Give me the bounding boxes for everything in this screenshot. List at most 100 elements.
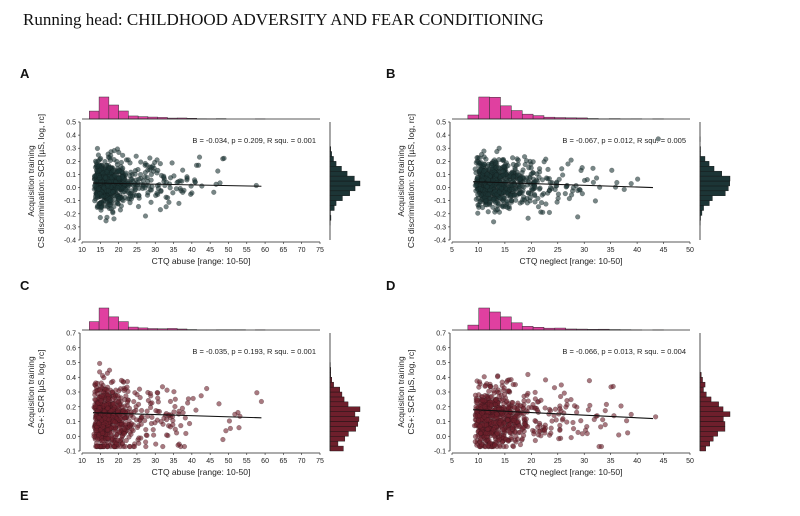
x-tick-label: 25: [554, 458, 562, 465]
x-tick-label: 15: [501, 247, 509, 254]
x-histogram-bar: [532, 327, 545, 331]
data-point: [611, 413, 617, 419]
x-tick-label: 20: [115, 247, 123, 254]
data-point: [121, 388, 127, 394]
data-point: [526, 190, 532, 196]
data-point: [553, 417, 559, 423]
data-point: [122, 415, 128, 421]
data-point: [123, 437, 129, 444]
y-histogram-bar: [699, 431, 718, 437]
data-point: [477, 423, 483, 429]
data-point: [491, 219, 497, 225]
y-histogram-bar: [699, 205, 704, 211]
data-point: [145, 190, 151, 196]
data-point: [132, 186, 138, 192]
data-point: [123, 393, 129, 399]
data-point: [530, 402, 536, 408]
data-point: [98, 205, 104, 211]
data-point: [507, 421, 513, 427]
data-point: [211, 189, 217, 195]
data-point: [556, 176, 562, 182]
data-point: [560, 172, 566, 178]
data-point: [150, 427, 156, 433]
x-tick-label: 60: [261, 458, 269, 465]
x-histogram-bar: [128, 115, 139, 120]
data-point: [198, 393, 204, 399]
data-point: [510, 174, 517, 180]
x-tick-label: 40: [633, 247, 641, 254]
data-point: [106, 188, 112, 194]
data-point: [563, 404, 569, 410]
y-tick-label: 0.6: [66, 345, 76, 352]
y-tick-label: 0.1: [66, 419, 76, 426]
data-point: [157, 207, 163, 213]
data-point: [488, 402, 495, 408]
y-tick-label: 0.4: [66, 133, 76, 140]
data-point: [507, 429, 513, 435]
data-point: [153, 441, 159, 447]
data-point: [482, 383, 488, 389]
data-point: [566, 196, 572, 202]
data-point: [520, 425, 526, 431]
y-histogram-bar: [329, 166, 342, 172]
regression-line: [92, 412, 262, 419]
data-point: [133, 417, 140, 423]
y-tick-label: 0.0: [66, 434, 76, 441]
regression-line: [473, 181, 653, 189]
data-point: [154, 157, 160, 163]
y-histogram-bar: [699, 426, 726, 432]
y-tick-label: -0.1: [64, 198, 76, 205]
x-histogram-bar: [500, 316, 512, 331]
data-point: [135, 167, 141, 173]
data-point: [111, 148, 117, 154]
data-point: [532, 437, 538, 444]
data-point: [143, 427, 149, 433]
data-point: [115, 393, 121, 399]
data-point: [579, 191, 585, 197]
x-histogram-bar: [108, 316, 119, 331]
y-histogram-bar: [699, 190, 726, 196]
data-point: [112, 419, 118, 425]
x-histogram-bar: [467, 114, 479, 120]
data-point: [167, 185, 173, 191]
x-tick-label: 20: [527, 247, 535, 254]
data-point: [479, 410, 485, 416]
data-point: [493, 384, 499, 390]
data-point: [496, 442, 503, 448]
data-point: [575, 429, 581, 435]
y-histogram-bar: [329, 445, 344, 452]
x-tick-label: 10: [78, 458, 86, 465]
data-point: [119, 404, 125, 410]
data-point: [105, 388, 111, 394]
x-tick-label: 5: [450, 247, 454, 254]
scatter-panel-d: 5 10 15 20 25 30 35 40 45 50 -0.1 0.0 0.1 0.2 0.3 0.4 0.…: [396, 307, 731, 477]
data-point: [558, 382, 564, 388]
x-tick-label: 50: [686, 458, 694, 465]
data-point: [164, 432, 170, 438]
data-point: [118, 203, 124, 209]
data-point: [621, 186, 627, 193]
data-point: [555, 191, 561, 197]
data-point: [476, 379, 483, 385]
data-point: [144, 432, 150, 438]
data-point: [185, 396, 192, 402]
x-tick-label: 40: [188, 458, 196, 465]
data-point: [137, 395, 143, 401]
x-tick-label: 60: [261, 247, 269, 254]
y-histogram-bar: [329, 436, 346, 442]
data-point: [221, 155, 227, 161]
data-point: [170, 190, 176, 196]
data-point: [618, 403, 624, 409]
x-histogram-bar: [489, 96, 501, 120]
regression-annotation: B = -0.035, p = 0.193, R squ. = 0.001: [192, 347, 316, 356]
y-histogram-bar: [329, 416, 360, 422]
y-histogram-bar: [329, 180, 361, 187]
data-point: [116, 168, 122, 174]
y-histogram-bar: [329, 381, 334, 388]
data-point: [184, 174, 190, 180]
data-point: [139, 414, 145, 420]
data-point: [151, 432, 157, 438]
x-tick-label: 70: [298, 458, 306, 465]
data-point: [557, 422, 563, 428]
y-histogram-bar: [329, 411, 356, 417]
